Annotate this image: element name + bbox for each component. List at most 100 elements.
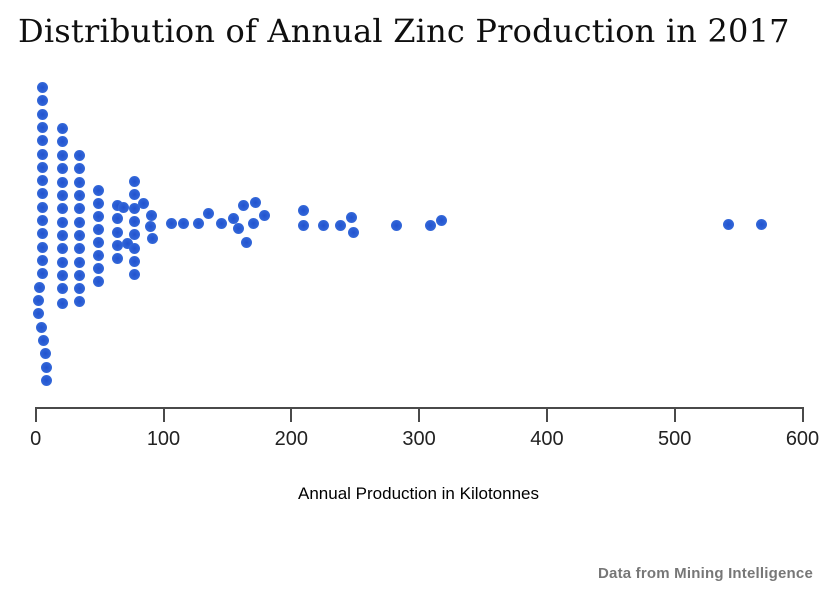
data-point: [37, 241, 49, 253]
data-point: [56, 202, 68, 214]
data-point: [56, 297, 68, 309]
data-point: [56, 149, 68, 161]
x-axis-tick: [801, 407, 804, 422]
data-point: [56, 135, 68, 147]
data-point: [37, 121, 49, 133]
x-axis-tick-label: 600: [785, 428, 820, 450]
data-point: [128, 175, 140, 187]
x-axis-tick-label: 200: [274, 428, 308, 450]
data-point: [128, 188, 140, 200]
data-point: [177, 217, 189, 229]
x-axis-tick-label: 0: [30, 428, 42, 450]
data-point: [74, 162, 86, 174]
x-axis-label: Annual Production in Kilotonnes: [298, 484, 539, 503]
chart-title: Distribution of Annual Zinc Production i…: [18, 12, 790, 50]
data-point: [56, 122, 68, 134]
data-point: [756, 218, 768, 230]
data-point: [128, 255, 140, 267]
data-point: [93, 184, 105, 196]
data-point: [147, 232, 159, 244]
data-point: [74, 176, 86, 188]
data-point: [37, 187, 49, 199]
data-point: [37, 201, 49, 213]
data-point: [138, 197, 150, 209]
data-point: [74, 282, 86, 294]
data-point: [40, 361, 52, 373]
data-point: [722, 218, 734, 230]
data-point: [202, 207, 214, 219]
data-point: [35, 321, 47, 333]
data-point: [74, 189, 86, 201]
data-point: [128, 228, 140, 240]
data-point: [249, 196, 261, 208]
data-point: [56, 216, 68, 228]
data-point: [297, 204, 309, 216]
data-point: [297, 219, 309, 231]
data-point: [241, 236, 253, 248]
data-point: [37, 108, 49, 120]
data-point: [128, 268, 140, 280]
data-point: [37, 94, 49, 106]
data-point: [37, 134, 49, 146]
data-point: [391, 219, 403, 231]
data-point: [117, 201, 129, 213]
x-axis-tick-label: 400: [530, 428, 564, 450]
data-point: [436, 214, 448, 226]
data-point: [39, 347, 51, 359]
data-point: [56, 229, 68, 241]
data-point: [334, 219, 346, 231]
data-point: [38, 334, 50, 346]
data-point: [74, 202, 86, 214]
data-point: [74, 269, 86, 281]
data-point: [247, 217, 259, 229]
data-point: [128, 215, 140, 227]
data-point: [37, 254, 49, 266]
source-note: Data from Mining Intelligence: [598, 565, 813, 582]
data-point: [227, 212, 239, 224]
data-point: [56, 242, 68, 254]
data-point: [128, 202, 140, 214]
data-point: [34, 281, 46, 293]
data-point: [111, 252, 123, 264]
data-point: [37, 148, 49, 160]
data-point: [74, 229, 86, 241]
x-axis-tick: [290, 407, 293, 422]
data-point: [111, 199, 123, 211]
data-point: [74, 295, 86, 307]
x-axis-tick: [162, 407, 165, 422]
data-point: [145, 209, 157, 221]
data-point: [128, 242, 140, 254]
x-axis-tick: [418, 407, 421, 422]
data-point: [259, 209, 271, 221]
data-point: [74, 256, 86, 268]
data-point: [56, 256, 68, 268]
data-point: [41, 374, 53, 386]
data-point: [93, 236, 105, 248]
x-axis-tick-label: 500: [658, 428, 692, 450]
data-point: [37, 174, 49, 186]
data-point: [111, 226, 123, 238]
data-point: [347, 226, 359, 238]
data-point: [111, 239, 123, 251]
data-point: [74, 216, 86, 228]
x-axis-tick: [545, 407, 548, 422]
data-point: [56, 189, 68, 201]
data-point: [37, 227, 49, 239]
data-point: [56, 176, 68, 188]
x-axis-tick-label: 100: [146, 428, 181, 450]
data-point: [33, 307, 45, 319]
data-point: [37, 267, 49, 279]
data-point: [93, 262, 105, 274]
data-point: [93, 223, 105, 235]
data-point: [237, 199, 249, 211]
data-point: [121, 237, 133, 249]
data-point: [56, 282, 68, 294]
data-point: [74, 149, 86, 161]
x-axis-tick: [34, 407, 37, 422]
data-point: [37, 214, 49, 226]
x-axis-tick: [673, 407, 676, 422]
data-point: [93, 249, 105, 261]
data-point: [216, 217, 228, 229]
data-point: [56, 162, 68, 174]
